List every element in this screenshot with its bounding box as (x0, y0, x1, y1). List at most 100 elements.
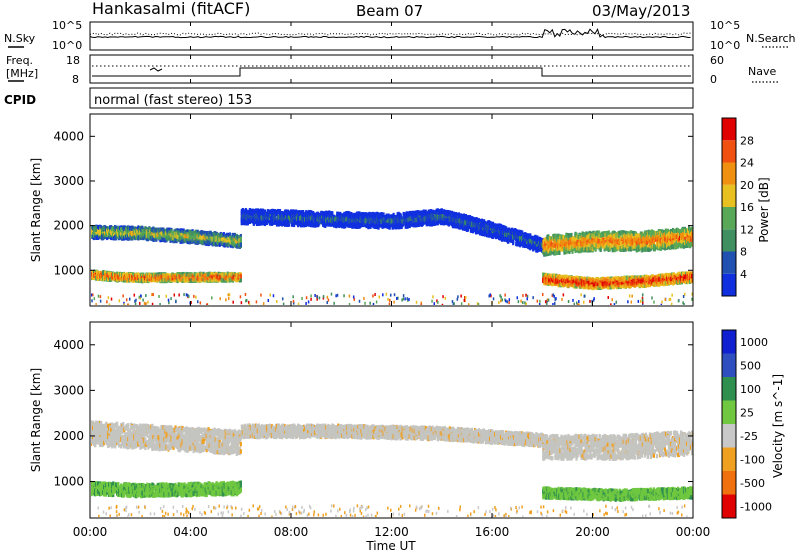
data-cell (364, 212, 367, 218)
data-cell (309, 219, 312, 224)
data-cell (526, 233, 529, 238)
data-cell (141, 225, 144, 231)
data-cell (348, 219, 351, 224)
data-cell (239, 242, 242, 248)
data-cell (110, 235, 113, 241)
noise-panel-frame (89, 21, 694, 51)
data-cell (411, 218, 414, 224)
data-cell (347, 223, 350, 228)
data-cell (294, 218, 297, 224)
data-cell (377, 225, 380, 230)
noise-right-tick-top: 10^5 (710, 19, 740, 32)
data-cell (382, 212, 385, 217)
data-cell (248, 215, 251, 220)
data-cell (201, 240, 204, 245)
data-cell (444, 209, 447, 215)
cpid-text: normal (fast stereo) 153 (94, 93, 252, 108)
data-cell (508, 227, 511, 233)
data-cell (517, 234, 520, 240)
data-cell (224, 272, 227, 278)
data-cell (501, 237, 504, 242)
cpid-panel-frame (89, 87, 694, 109)
noise-sky-label: N.Sky (4, 32, 36, 45)
nave-dip-marks (149, 67, 163, 72)
data-cell (117, 225, 120, 231)
data-cell (222, 278, 225, 283)
data-cell (239, 237, 242, 243)
data-cell (110, 225, 113, 230)
data-cell (266, 218, 270, 223)
data-cell (222, 232, 225, 237)
power-heatmap (91, 207, 693, 305)
data-cell (399, 213, 402, 218)
data-cell (389, 222, 392, 228)
data-cell (303, 222, 306, 228)
noise-left-tick-bottom: 10^0 (52, 39, 82, 52)
cpid-label: CPID (4, 93, 36, 107)
data-cell (310, 210, 313, 215)
nave-tick-top: 60 (710, 54, 724, 67)
data-cell (295, 209, 298, 215)
beam-label: Beam 07 (356, 2, 423, 20)
data-cell (268, 221, 272, 226)
data-cell (400, 224, 403, 230)
data-cell (442, 220, 445, 226)
data-cell (142, 235, 145, 241)
data-cell (239, 233, 242, 239)
data-cell (124, 230, 127, 236)
nave-label: Nave (748, 65, 776, 78)
data-cell (440, 208, 443, 213)
data-cell (471, 228, 475, 234)
data-cell (274, 217, 278, 223)
data-cell (387, 213, 390, 219)
data-cell (529, 233, 532, 238)
data-cell (239, 277, 242, 283)
data-cell (468, 215, 472, 220)
data-cell (263, 209, 267, 214)
data-cell (512, 228, 515, 234)
data-cell (466, 227, 470, 232)
data-cell (270, 221, 274, 226)
data-cell (237, 235, 240, 240)
freq-unit-label: [MHz] (6, 67, 38, 80)
nave-tick-bottom: 0 (710, 73, 717, 86)
data-cell (186, 229, 189, 234)
data-cell (384, 216, 387, 221)
noise-search-label: N.Search (746, 32, 796, 45)
noise-right-tick-bottom: 10^0 (710, 39, 740, 52)
data-cell (97, 235, 100, 240)
noise-search-series (89, 32, 691, 36)
freq-tick-bottom: 8 (72, 73, 79, 86)
data-cell (239, 239, 242, 245)
noise-left-tick-top: 10^5 (52, 19, 82, 32)
data-cell (287, 221, 291, 227)
data-cell (160, 227, 163, 232)
data-cell (539, 238, 542, 244)
noise-sky-series (89, 28, 691, 39)
data-cell (228, 233, 231, 238)
date-label: 03/May/2013 (592, 2, 690, 20)
data-cell (308, 222, 311, 227)
data-cell (507, 239, 510, 244)
data-cell (292, 211, 295, 217)
freq-panel-frame (89, 54, 694, 84)
data-cell (416, 210, 419, 215)
data-cell (239, 274, 242, 279)
data-cell (477, 219, 481, 225)
data-cell (218, 242, 221, 247)
data-cell (462, 214, 466, 220)
data-cell (106, 235, 109, 241)
data-cell (249, 218, 252, 224)
data-cell (297, 217, 300, 223)
freq-series (92, 67, 691, 77)
data-cell (445, 215, 448, 220)
plot-title: Hankasalmi (fitACF) (92, 0, 250, 18)
data-cell (291, 222, 294, 227)
data-cell (155, 237, 158, 242)
freq-tick-top: 18 (66, 54, 80, 67)
freq-label: Freq. (6, 54, 33, 67)
data-cell (196, 229, 199, 235)
data-cell (251, 214, 255, 219)
data-cell (278, 209, 282, 214)
